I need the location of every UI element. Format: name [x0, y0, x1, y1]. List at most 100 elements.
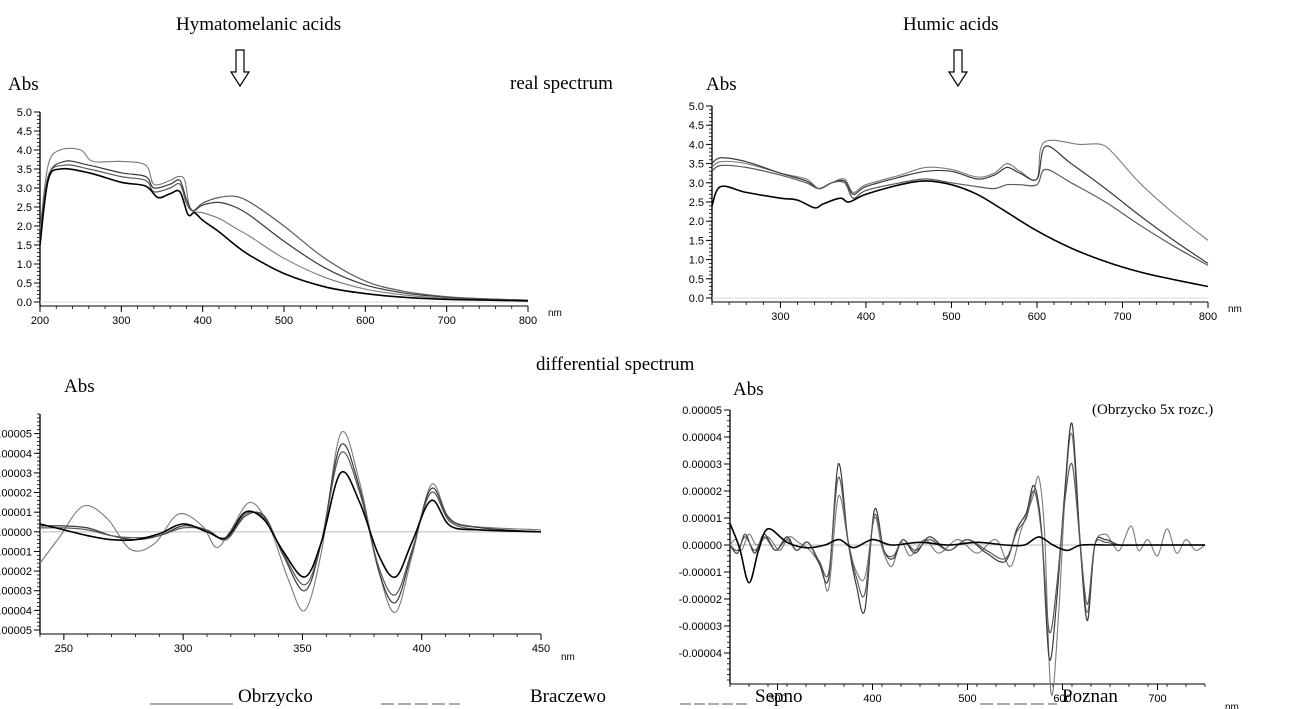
y-tick-label: 1.5	[17, 240, 32, 252]
y-tick-label: -0.00001	[0, 546, 32, 558]
legend-label-obrzycko: Obrzycko	[238, 686, 313, 707]
down-arrow-icon	[947, 49, 969, 88]
x-unit-label: nm	[548, 308, 562, 319]
y-tick-label: 0.00000	[682, 540, 722, 552]
x-tick-label: 400	[863, 693, 881, 705]
series-line-2	[729, 422, 1205, 661]
x-tick-label: 800	[519, 315, 537, 327]
x-unit-label: nm	[1225, 702, 1239, 709]
y-tick-label: 4.0	[17, 145, 32, 157]
y-tick-label: 0.00002	[0, 488, 32, 500]
series-line-1	[711, 139, 1209, 241]
y-tick-label: 2.5	[17, 202, 32, 214]
series-line-3	[729, 462, 1205, 634]
y-tick-label: -0.00002	[0, 566, 32, 578]
x-tick-label: 500	[958, 693, 976, 705]
y-tick-label: 3.0	[689, 178, 704, 190]
x-tick-label: 600	[356, 315, 374, 327]
y-tick-label: 1.0	[689, 255, 704, 267]
x-tick-label: 250	[55, 643, 73, 655]
y-tick-label: -0.00003	[679, 621, 722, 633]
y-tick-label: 0.00001	[682, 513, 722, 525]
y-tick-label: -0.00004	[0, 605, 32, 617]
y-tick-label: 0.00003	[0, 468, 32, 480]
chart1-ylabel: Abs	[8, 74, 39, 95]
x-tick-label: 450	[532, 643, 550, 655]
series-line-2	[39, 160, 529, 301]
y-tick-label: 1.5	[689, 235, 704, 247]
series-line-4	[39, 167, 529, 302]
y-tick-label: -0.00002	[679, 594, 722, 606]
chart4-ylabel: Abs	[733, 379, 764, 400]
y-tick-label: 0.00002	[682, 486, 722, 498]
y-tick-label: -0.00005	[0, 625, 32, 637]
x-tick-label: 700	[1113, 311, 1131, 323]
series-line-4	[729, 523, 1205, 584]
chart3-ylabel: Abs	[64, 376, 95, 397]
x-tick-label: 300	[771, 311, 789, 323]
series-line-2	[711, 145, 1209, 264]
y-tick-label: 0.00004	[682, 432, 722, 444]
y-tick-label: 5.0	[689, 101, 704, 113]
series-line-1	[39, 430, 542, 613]
x-tick-label: 400	[857, 311, 875, 323]
x-tick-label: 500	[275, 315, 293, 327]
y-tick-label: 3.5	[17, 164, 32, 176]
x-tick-label: 300	[174, 643, 192, 655]
y-tick-label: 2.5	[689, 197, 704, 209]
x-tick-label: 400	[413, 643, 431, 655]
y-tick-label: 5.0	[17, 107, 32, 119]
series-line-3	[39, 451, 542, 596]
y-tick-label: 0.00005	[0, 429, 32, 441]
y-tick-label: 3.0	[17, 183, 32, 195]
humic-differential-chart: -0.00004 -0.00003 -0.00002 -0.00001 0.00000 0…	[679, 405, 1239, 709]
y-tick-label: 1.0	[17, 259, 32, 271]
x-tick-label: 350	[293, 643, 311, 655]
x-tick-label: 800	[1199, 311, 1217, 323]
y-tick-label: 3.5	[689, 159, 704, 171]
x-tick-label: 700	[1148, 693, 1166, 705]
x-tick-label: 700	[437, 315, 455, 327]
series-line-3	[711, 164, 1209, 266]
x-tick-label: 600	[1053, 693, 1071, 705]
x-unit-label: nm	[1228, 304, 1242, 315]
humic-real-chart: 0.0 0.5 1.0 1.5 2.0 2.5 3.0 3.5 4.0 4.5 5.0 300 400 5…	[689, 101, 1242, 323]
series-line-4	[711, 180, 1209, 288]
series-line-1	[729, 432, 1206, 696]
differential-spectrum-label: differential spectrum	[536, 354, 695, 375]
y-tick-label: -0.00001	[679, 567, 722, 579]
y-tick-label: -0.00004	[679, 648, 722, 660]
obrzycko-dilution-note: (Obrzycko 5x rozc.)	[1092, 402, 1214, 418]
series-line-3	[39, 164, 529, 301]
y-tick-label: 0.00005	[682, 405, 722, 417]
y-tick-label: 2.0	[689, 216, 704, 228]
y-tick-label: 0.5	[689, 274, 704, 286]
series-line-4	[39, 470, 542, 579]
y-tick-label: 4.5	[17, 126, 32, 138]
hymatomelanic-differential-chart: -0.00005 -0.00004 -0.00003 -0.00002 -0.00001…	[0, 413, 575, 663]
x-tick-label: 500	[942, 311, 960, 323]
x-tick-label: 400	[193, 315, 211, 327]
x-unit-label: nm	[561, 652, 575, 663]
legend-label-sepno: Sepno	[755, 686, 803, 707]
y-tick-label: 0.00001	[0, 507, 32, 519]
left-title: Hymatomelanic acids	[176, 14, 342, 35]
x-tick-label: 200	[31, 315, 49, 327]
legend-label-braczewo: Braczewo	[530, 686, 606, 707]
legend-label-poznan: Poznan	[1062, 686, 1118, 707]
hymatomelanic-real-chart: 0.0 0.5 1.0 1.5 2.0 2.5 3.0 3.5 4.0 4.5 5.0 200 300 4…	[17, 107, 562, 327]
y-tick-label: 0.00000	[0, 527, 32, 539]
y-tick-label: 0.00003	[682, 459, 722, 471]
right-title: Humic acids	[903, 14, 999, 35]
y-tick-label: 0.00004	[0, 448, 32, 460]
real-spectrum-label: real spectrum	[510, 73, 613, 94]
y-tick-label: 4.5	[689, 120, 704, 132]
y-tick-label: -0.00003	[0, 586, 32, 598]
series-line-2	[39, 443, 542, 604]
x-tick-label: 300	[768, 693, 786, 705]
chart2-ylabel: Abs	[706, 74, 737, 95]
y-tick-label: 4.0	[689, 139, 704, 151]
x-tick-label: 300	[112, 315, 130, 327]
x-tick-label: 600	[1028, 311, 1046, 323]
